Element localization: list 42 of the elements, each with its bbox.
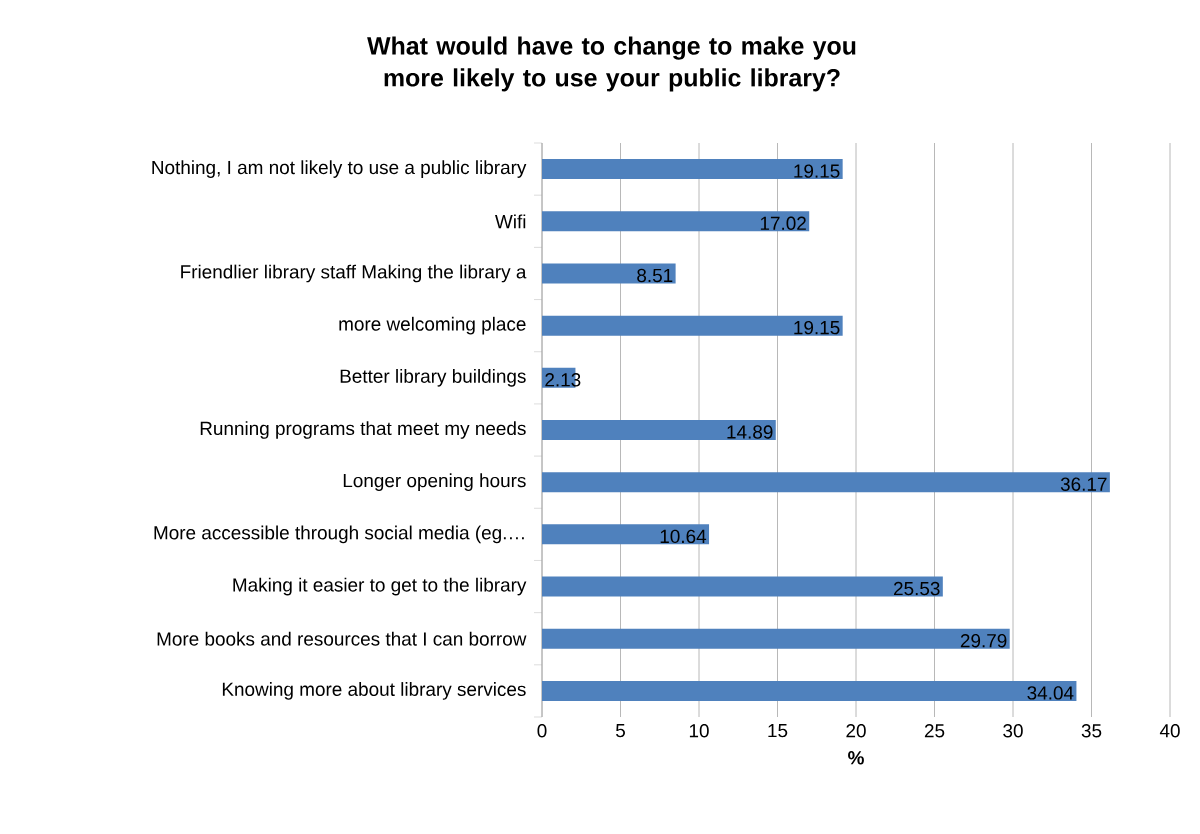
bar — [542, 211, 810, 232]
bar — [542, 420, 776, 440]
y-tick-label: Making it easier to get to the library — [233, 577, 527, 596]
bar — [542, 315, 843, 336]
data-label: 36.17 — [1060, 477, 1107, 491]
data-label: 10.64 — [660, 529, 707, 544]
data-label: 14.89 — [727, 425, 773, 439]
x-tick-label: 30 — [1003, 724, 1023, 738]
y-tick-label: Better library buildings — [340, 369, 526, 387]
y-tick-label: Friendlier library staff Making the library a — [181, 264, 527, 283]
bar — [542, 159, 843, 180]
y-tick-label: Longer opening hours — [343, 473, 526, 492]
y-tick-label: Knowing more about library services — [222, 682, 526, 700]
y-tick-label: More books and resources that I can borrow — [157, 631, 527, 646]
x-tick-label: 40 — [1159, 724, 1180, 738]
bar — [542, 472, 1110, 493]
x-tick-label: 20 — [846, 724, 866, 738]
data-label: 8.51 — [637, 268, 673, 283]
x-axis-title: % — [848, 751, 864, 765]
x-tick-label: 35 — [1081, 724, 1102, 738]
x-tick-label: 10 — [689, 724, 709, 738]
data-label: 19.15 — [794, 164, 840, 178]
bar — [542, 576, 943, 597]
data-label: 19.15 — [794, 320, 840, 335]
y-tick-label: More accessible through social media (eg.… — [154, 525, 524, 544]
data-label: 29.79 — [960, 634, 1007, 648]
data-label: 25.53 — [893, 581, 940, 596]
chart-title: What would have to change to make you more likely to use your public library? — [367, 36, 856, 92]
bar — [542, 263, 676, 284]
y-tick-label: Nothing, I am not likely to use a public library — [152, 160, 527, 178]
data-label: 17.02 — [760, 216, 806, 230]
x-tick-label: 15 — [768, 724, 788, 738]
x-tick-label: 5 — [615, 724, 625, 738]
y-tick-label: Running programs that meet my needs — [200, 421, 526, 439]
x-tick-label: 0 — [537, 724, 547, 738]
bar — [542, 680, 1077, 701]
y-tick-label: more welcoming place — [339, 316, 526, 335]
data-label: 34.04 — [1027, 686, 1074, 700]
bar — [542, 628, 1010, 649]
y-tick-label: Wifi — [495, 214, 526, 229]
x-tick-label: 25 — [924, 724, 945, 738]
bar — [542, 524, 710, 545]
